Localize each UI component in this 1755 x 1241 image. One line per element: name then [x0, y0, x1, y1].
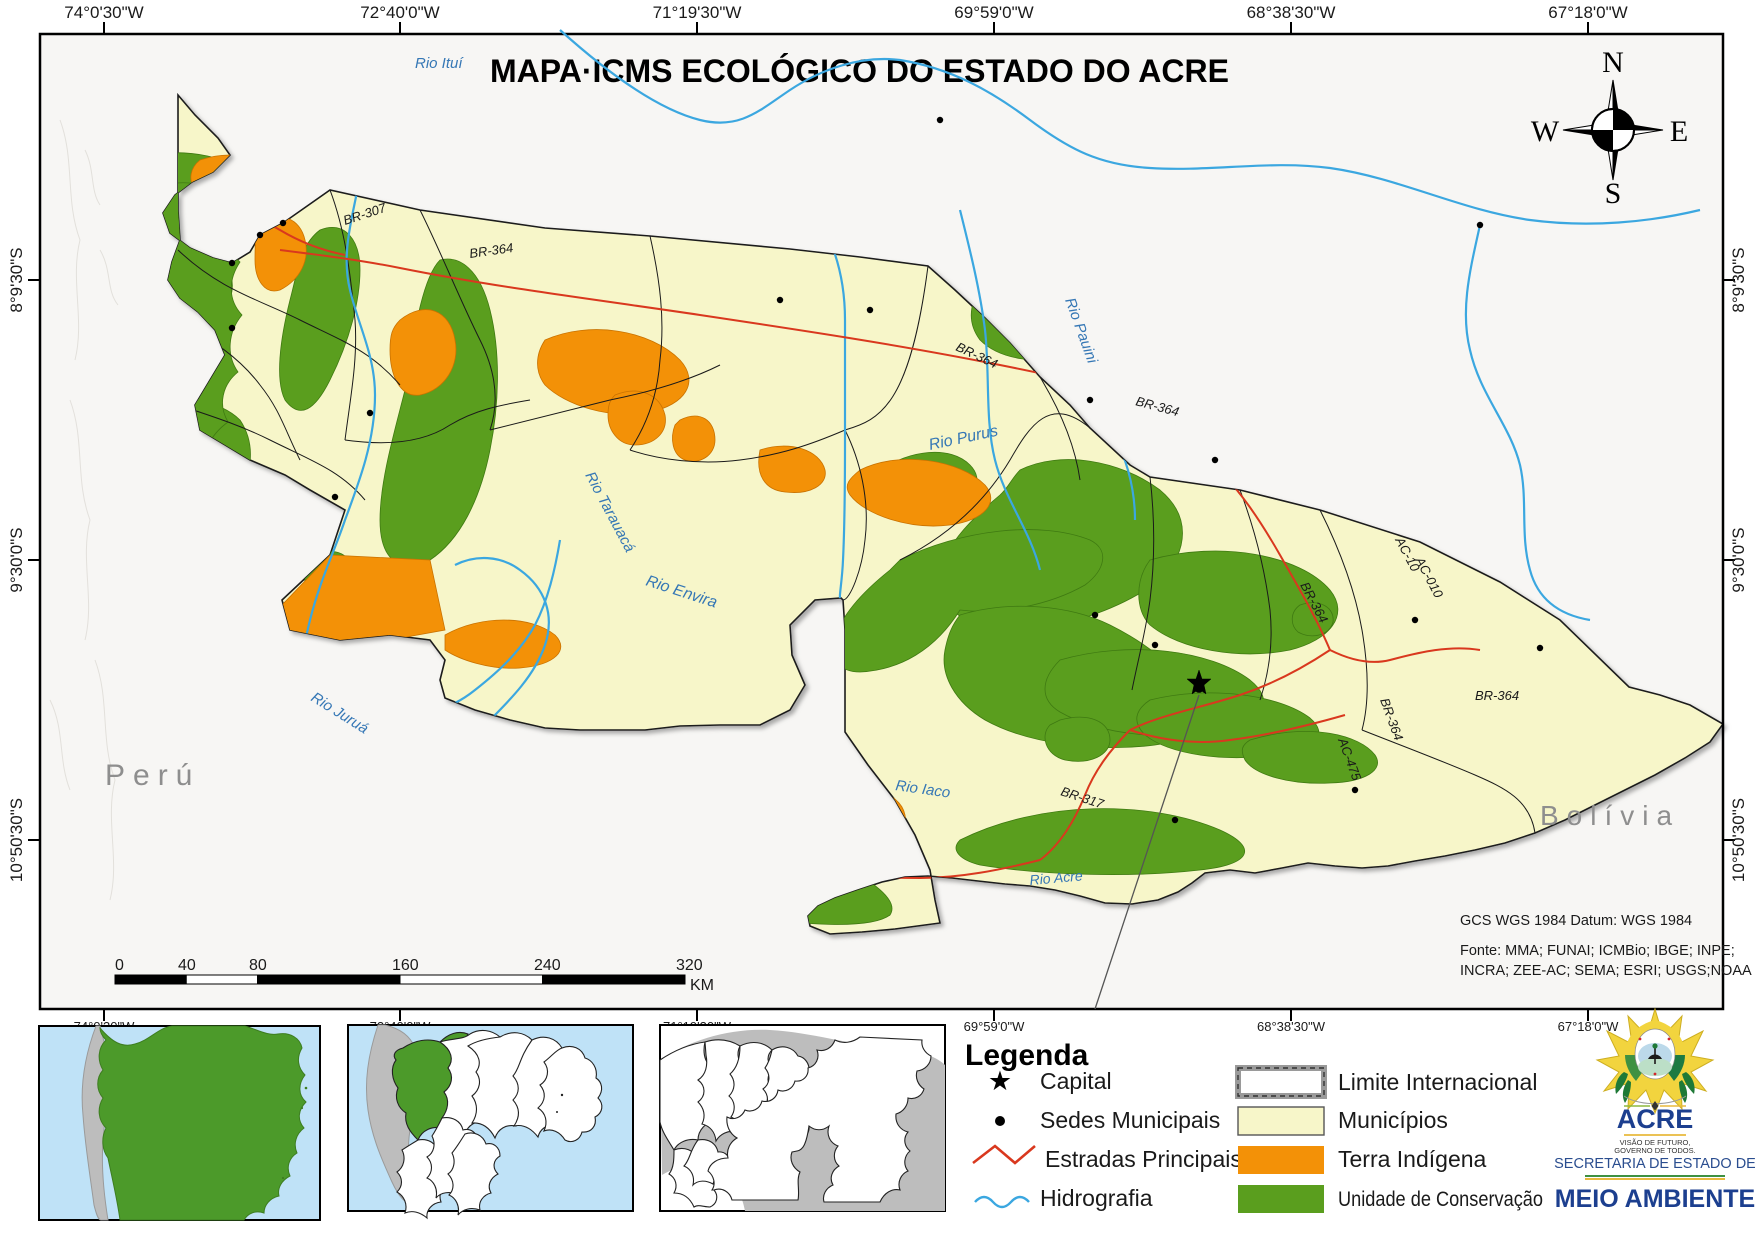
- svg-text:KM: KM: [690, 977, 714, 994]
- svg-text:0: 0: [115, 957, 124, 974]
- svg-text:68°38'30"W: 68°38'30"W: [1257, 1019, 1326, 1034]
- svg-text:Terra Indígena: Terra Indígena: [1338, 1146, 1487, 1172]
- svg-text:10°50'30"S: 10°50'30"S: [7, 798, 26, 882]
- svg-text:Fonte: MMA; FUNAI; ICMBio;: Fonte: MMA; FUNAI; ICMBio; IBGE; INPE;: [1460, 943, 1735, 959]
- svg-text:MAPA·ICMS ECOLÓGICO DO ESTADO: MAPA·ICMS ECOLÓGICO DO ESTADO DO ACRE: [490, 53, 1229, 89]
- svg-text:8°9'30"S: 8°9'30"S: [1729, 247, 1748, 312]
- svg-text:67°18'0"W: 67°18'0"W: [1548, 3, 1627, 22]
- svg-text:10°50'30"S: 10°50'30"S: [1729, 798, 1748, 882]
- svg-text:8°9'30"S: 8°9'30"S: [7, 247, 26, 312]
- svg-text:Limite Internacional: Limite Internacional: [1338, 1069, 1537, 1095]
- svg-text:S: S: [1605, 177, 1622, 210]
- svg-text:ACRE: ACRE: [1617, 1104, 1694, 1134]
- svg-text:68°38'30"W: 68°38'30"W: [1247, 3, 1336, 22]
- svg-text:W: W: [1531, 115, 1560, 148]
- svg-text:N: N: [1602, 46, 1624, 79]
- svg-text:72°40'0"W: 72°40'0"W: [360, 3, 439, 22]
- svg-text:Capital: Capital: [1040, 1068, 1112, 1094]
- svg-text:INCRA; ZEE-AC; SEMA; ESRI; USG: INCRA; ZEE-AC; SEMA; ESRI; USGS;NOAA: [1460, 963, 1752, 979]
- svg-text:Rio Ituí: Rio Ituí: [415, 55, 464, 72]
- svg-text:9°30'0"S: 9°30'0"S: [7, 527, 26, 592]
- svg-text:240: 240: [534, 957, 561, 974]
- svg-text:69°59'0"W: 69°59'0"W: [964, 1019, 1025, 1034]
- svg-text:67°18'0"W: 67°18'0"W: [1558, 1019, 1619, 1034]
- svg-text:Bolívia: Bolívia: [1540, 800, 1680, 831]
- svg-text:Unidade de Conservação: Unidade de Conservação: [1338, 1188, 1543, 1211]
- svg-text:160: 160: [392, 957, 419, 974]
- svg-text:71°19'30"W: 71°19'30"W: [653, 3, 742, 22]
- svg-text:E: E: [1670, 115, 1688, 148]
- svg-text:Estradas Principais: Estradas Principais: [1045, 1146, 1242, 1172]
- svg-text:80: 80: [249, 957, 267, 974]
- svg-text:Perú: Perú: [105, 759, 200, 792]
- svg-text:BR-364: BR-364: [1475, 688, 1519, 703]
- svg-text:GOVERNO DE TODOS.: GOVERNO DE TODOS.: [1614, 1146, 1695, 1155]
- svg-text:Municípios: Municípios: [1338, 1107, 1448, 1133]
- svg-text:★: ★: [988, 1066, 1012, 1096]
- svg-text:320: 320: [676, 957, 703, 974]
- svg-text:GCS WGS 1984 Datum: WGS 1984: GCS WGS 1984 Datum: WGS 1984: [1460, 913, 1692, 929]
- svg-text:MEIO AMBIENTE: MEIO AMBIENTE: [1555, 1185, 1755, 1213]
- svg-text:Hidrografia: Hidrografia: [1040, 1185, 1153, 1211]
- svg-text:40: 40: [178, 957, 196, 974]
- svg-text:SECRETARIA DE ESTADO DE: SECRETARIA DE ESTADO DE: [1554, 1156, 1755, 1172]
- svg-text:69°59'0"W: 69°59'0"W: [954, 3, 1033, 22]
- svg-text:9°30'0"S: 9°30'0"S: [1729, 527, 1748, 592]
- svg-text:Sedes Municipais: Sedes Municipais: [1040, 1107, 1220, 1133]
- svg-text:74°0'30"W: 74°0'30"W: [64, 3, 143, 22]
